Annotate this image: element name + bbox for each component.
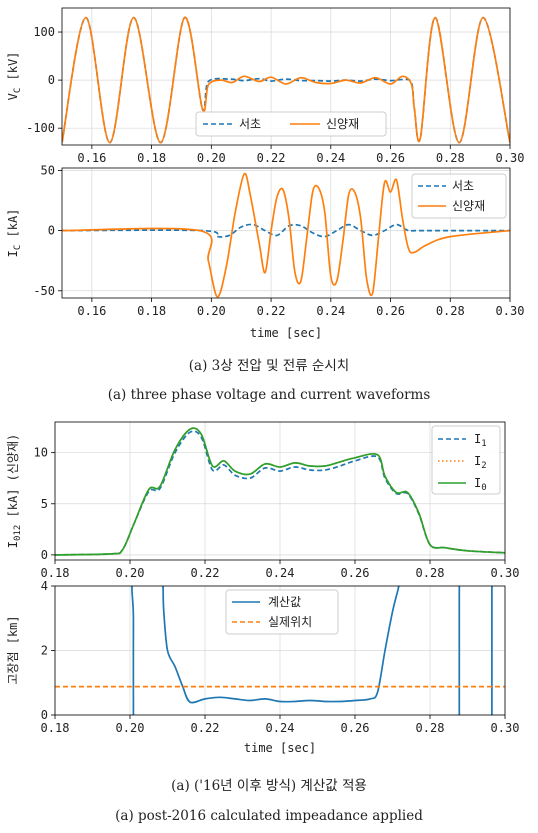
caption-top-ko: (a) 3상 전압 및 전류 순시치 [189,358,349,374]
x-tick-label: 0.24 [266,721,295,735]
y-tick-label: 50 [41,163,55,177]
x-tick-label: 0.28 [416,721,445,735]
x-tick-label: 0.16 [77,304,106,318]
y-tick-label: 100 [33,25,55,39]
legend-label-sinyangjae: 신양재 [452,199,485,213]
x-tick-label: 0.18 [41,566,70,580]
legend-sequence: I1 I2 I0 [431,425,501,495]
panel-sequence-current: 0.18 0.20 0.22 0.24 0.26 0.28 0.30 10 5 0 I012 [k… [6,421,520,580]
x-tick-label: 0.30 [491,566,520,580]
y-tick-label: -50 [33,284,55,298]
x-tick-label: 0.26 [341,566,370,580]
legend-label-calculated: 계산값 [268,595,301,609]
panel-fault-location: 0.18 0.20 0.22 0.24 0.26 0.28 0.30 4 2 0 고장점 [km]… [6,579,520,755]
panel-current-frame [61,167,511,299]
ylabel-current: IC [kA] [6,209,23,258]
x-tick-label: 0.28 [436,151,465,165]
x-tick-label: 0.20 [197,151,226,165]
legend-fault: 계산값 실제위치 [225,589,339,635]
x-tick-label: 0.24 [266,566,295,580]
x-tick-label: 0.22 [257,304,286,318]
y-tick-label: 10 [34,446,48,460]
x-tick-label: 0.18 [137,304,166,318]
x-tick-label: 0.30 [491,721,520,735]
x-tick-label: 0.26 [341,721,370,735]
series-line-2-2 [55,427,505,556]
x-tick-label: 0.18 [137,151,166,165]
legend-label-seocho: 서초 [452,179,474,193]
x-tick-label: 0.16 [77,151,106,165]
ylabel-sequence: I012 [kA] (신양재) [6,434,23,548]
y-tick-label: 0 [48,73,55,87]
panel-voltage-frame [61,7,511,146]
ylabel-fault: 고장점 [km] [6,615,20,684]
series-line-1-1 [62,172,510,298]
x-tick-label: 0.20 [197,304,226,318]
panel-current: 0.16 0.18 0.20 0.22 0.24 0.26 0.28 0.30 50 0 -50 I… [6,163,524,340]
y-tick-label: 4 [41,579,48,593]
caption-bottom-en: (a) post-2016 calculated impeadance appl… [115,808,423,824]
x-tick-label: 0.24 [316,304,345,318]
y-tick-label: -100 [26,121,55,135]
series-line-3-0 [131,586,400,715]
legend-label-seocho: 서초 [239,117,261,131]
x-tick-label: 0.22 [191,721,220,735]
x-tick-label: 0.26 [376,151,405,165]
legend-label-sinyangjae: 신양재 [326,117,359,131]
y-tick-label: 0 [41,708,48,722]
y-tick-label: 5 [41,497,48,511]
series-line-0-1 [62,16,510,144]
x-tick-label: 0.20 [116,721,145,735]
x-tick-label: 0.28 [416,566,445,580]
ylabel-voltage: VC [kV] [6,52,23,101]
x-tick-label: 0.18 [41,721,70,735]
y-tick-label: 0 [48,224,55,238]
x-tick-label: 0.28 [436,304,465,318]
xlabel-fault: time [sec] [244,741,316,755]
y-tick-label: 2 [41,644,48,658]
caption-top-en: (a) three phase voltage and current wave… [108,387,431,403]
panel-voltage: 0.16 0.18 0.20 0.22 0.24 0.26 0.28 0.30 100 0 -100… [6,7,525,165]
x-tick-label: 0.30 [496,151,525,165]
x-tick-label: 0.22 [191,566,220,580]
xlabel-current: time [sec] [250,326,322,340]
legend-voltage: 서초 신양재 [195,111,387,137]
legend-label-actual: 실제위치 [268,615,312,629]
y-tick-label: 0 [41,548,48,562]
series-line-1-0 [62,223,510,238]
x-tick-label: 0.22 [257,151,286,165]
caption-bottom-ko: (a) ('16년 이후 방식) 계산값 적용 [171,778,367,794]
x-tick-label: 0.20 [116,566,145,580]
legend-current: 서초 신양재 [411,173,507,219]
x-tick-label: 0.30 [496,304,525,318]
x-tick-label: 0.26 [376,304,405,318]
x-tick-label: 0.24 [316,151,345,165]
